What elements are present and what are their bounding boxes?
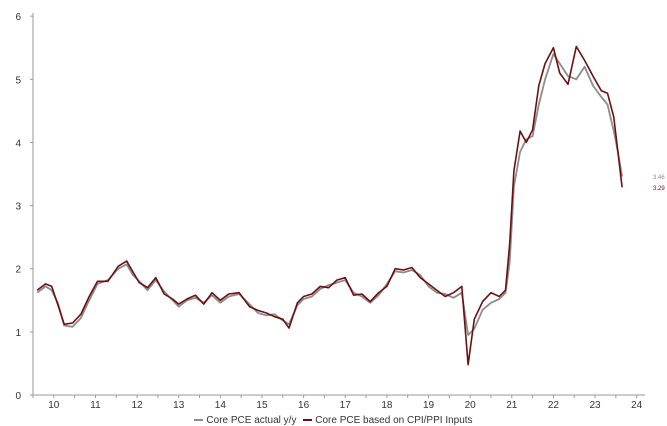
x-tick-label: 17 [340, 400, 352, 411]
end-label-based: 3.29 [653, 186, 665, 192]
legend-label-based: Core PCE based on CPI/PPI Inputs [315, 414, 473, 426]
legend-swatch-based [303, 419, 313, 421]
y-tick-label: 4 [15, 138, 21, 149]
x-tick-label: 12 [132, 400, 144, 411]
legend: Core PCE actual y/y Core PCE based on CP… [0, 413, 667, 426]
y-tick-label: 3 [15, 202, 21, 213]
x-tick-label: 11 [90, 400, 101, 411]
legend-label-actual: Core PCE actual y/y [206, 414, 297, 426]
axes [30, 13, 645, 398]
x-tick-label: 21 [506, 400, 518, 411]
y-tick-label: 2 [15, 265, 21, 276]
x-tick-label: 10 [48, 400, 60, 411]
series-lines [36, 45, 623, 366]
end-label-actual: 3.46 [653, 175, 665, 181]
y-tick-label: 6 [15, 12, 21, 23]
actual-series-line [36, 53, 623, 336]
x-tick-label: 23 [589, 400, 601, 411]
x-tick-label: 19 [423, 400, 435, 411]
legend-item-actual: Core PCE actual y/y [194, 415, 296, 426]
x-tick-label: 15 [256, 400, 268, 411]
x-tick-label: 24 [631, 400, 643, 411]
x-tick-label: 20 [465, 400, 477, 411]
x-tick-label: 14 [215, 400, 227, 411]
end-labels: 3.46 3.29 [653, 175, 665, 192]
x-tick-label: 16 [298, 400, 310, 411]
y-tick-label: 0 [15, 391, 21, 402]
legend-swatch-actual [194, 419, 204, 421]
x-tick-label: 22 [548, 400, 560, 411]
x-tick-label: 18 [381, 400, 393, 411]
x-tick-label: 13 [173, 400, 185, 411]
legend-item-based: Core PCE based on CPI/PPI Inputs [303, 414, 473, 426]
y-tick-label: 1 [15, 328, 21, 339]
y-tick-label: 5 [15, 75, 21, 86]
based-series-line [36, 45, 623, 366]
